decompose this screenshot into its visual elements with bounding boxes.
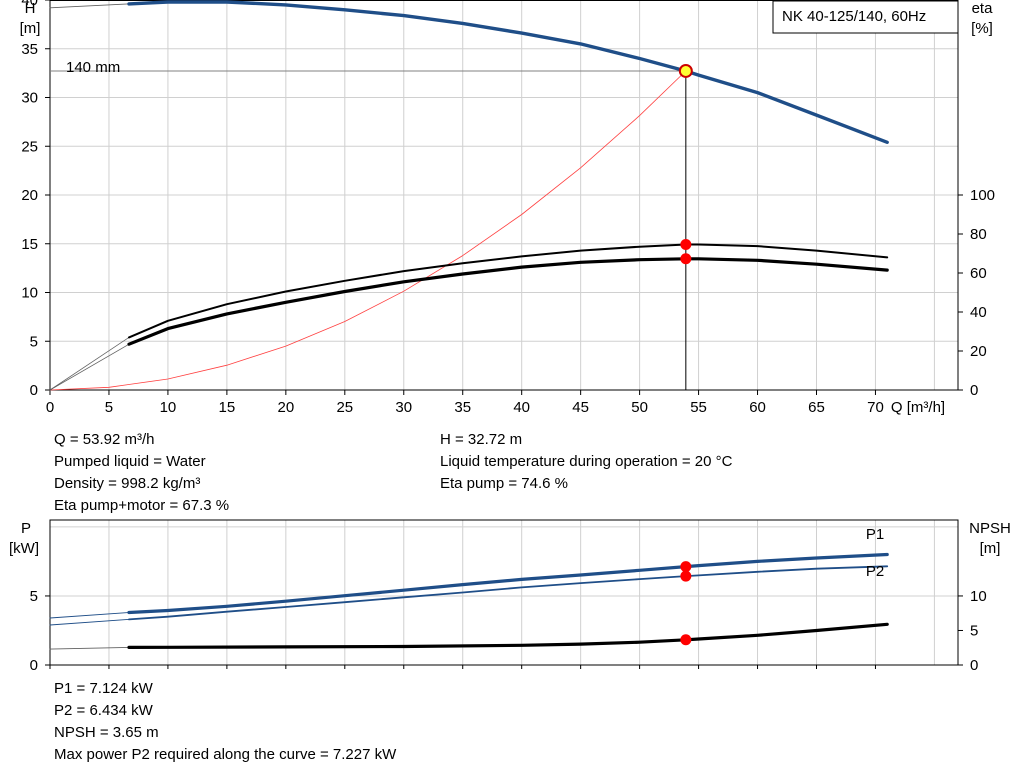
x-tick-label: 35 [454, 399, 471, 416]
x-tick-label: 20 [278, 399, 295, 416]
duty-point [678, 63, 693, 78]
info-main-right: H = 32.72 m Liquid temperature during op… [440, 429, 732, 495]
x-tick-label: 60 [749, 399, 766, 416]
p2-duty-point [680, 570, 692, 582]
head-curve-extension [49, 3, 130, 9]
head-curve [127, 0, 889, 145]
eta-pump-motor-curve-extension [49, 343, 130, 391]
y-tick-label-left: 10 [21, 285, 38, 302]
info-flow: Q = 53.92 m³/h [54, 431, 155, 448]
y-tick-label-right: 100 [970, 187, 995, 204]
y-tick-label-left: 25 [21, 138, 38, 155]
series-label-p1: P1 [866, 526, 884, 543]
npsh-y-tick-label-right: 5 [970, 622, 978, 639]
info-power: P1 = 7.124 kW P2 = 6.434 kW NPSH = 3.65 … [54, 678, 396, 766]
x-tick-label: 40 [513, 399, 530, 416]
x-tick-label: 30 [395, 399, 412, 416]
x-tick-label: 25 [336, 399, 353, 416]
npsh-curve [127, 622, 889, 650]
eta-pump-motor-curve [127, 257, 889, 346]
y-tick-label-left: 5 [30, 333, 38, 350]
y-axis-unit-left: [m] [20, 20, 41, 37]
x-tick-label: 0 [46, 399, 54, 416]
y-tick-label-right: 0 [970, 382, 978, 399]
eta-pump-duty-point [680, 239, 692, 251]
power-y-axis-label: P [21, 520, 31, 537]
x-tick-label: 50 [631, 399, 648, 416]
info-eta-pump: Eta pump = 74.6 % [440, 475, 568, 492]
info-p1: P1 = 7.124 kW [54, 680, 153, 697]
info-max-p2: Max power P2 required along the curve = … [54, 746, 397, 763]
x-tick-label: 10 [160, 399, 177, 416]
npsh-y-axis-unit: [m] [980, 540, 1001, 557]
y-tick-label-left: 15 [21, 236, 38, 253]
impeller-label: 140 mm [66, 59, 120, 76]
y-tick-label-right: 60 [970, 265, 987, 282]
eta-pump-motor-duty-point [680, 253, 692, 265]
power-y-axis-unit: [kW] [9, 540, 39, 557]
npsh-y-tick-label-right: 0 [970, 657, 978, 674]
power-curve-p1 [127, 552, 889, 615]
y-axis-unit-right: [%] [971, 20, 993, 37]
info-eta-pump-motor: Eta pump+motor = 67.3 % [54, 497, 230, 514]
info-npsh: NPSH = 3.65 m [54, 724, 159, 741]
power-plot-frame [49, 519, 959, 666]
chart-title: NK 40-125/140, 60Hz [782, 8, 926, 25]
power-y-tick-label-left: 0 [30, 657, 38, 674]
y-tick-label-left: 40 [21, 0, 38, 9]
x-tick-label: 65 [808, 399, 825, 416]
chart-title-box [772, 0, 959, 34]
eta-pump-curve [128, 243, 889, 339]
power-curve-extension-p1 [49, 612, 130, 619]
x-tick-label: 5 [105, 399, 113, 416]
system-curve [49, 70, 687, 391]
npsh-y-tick-label-right: 10 [970, 588, 987, 605]
info-density: Density = 998.2 kg/m³ [54, 475, 201, 492]
info-p2: P2 = 6.434 kW [54, 702, 153, 719]
info-liquid: Pumped liquid = Water [54, 453, 206, 470]
x-tick-label: 45 [572, 399, 589, 416]
npsh-duty-point [680, 634, 692, 646]
y-tick-label-left: 20 [21, 187, 38, 204]
x-axis-label: Q [m³/h] [891, 399, 945, 416]
power-curve-p2 [128, 565, 889, 621]
eta-pump-curve-extension [49, 336, 130, 391]
y-axis-label-right: eta [972, 0, 994, 17]
x-tick-label: 55 [690, 399, 707, 416]
series-label-p2: P2 [866, 563, 884, 580]
y-tick-label-right: 40 [970, 304, 987, 321]
power-curve-extension-p2 [49, 618, 130, 626]
y-tick-label-right: 20 [970, 343, 987, 360]
y-axis-label-left: H [25, 0, 36, 17]
p1-duty-point [680, 561, 692, 573]
x-tick-label: 15 [219, 399, 236, 416]
npsh-y-axis-label: NPSH [969, 520, 1011, 537]
info-head: H = 32.72 m [440, 431, 523, 448]
power-y-tick-label-left: 5 [30, 588, 38, 605]
y-tick-label-right: 80 [970, 226, 987, 243]
info-main-left: Q = 53.92 m³/h Pumped liquid = Water Den… [54, 429, 229, 517]
y-tick-label-left: 30 [21, 90, 38, 107]
info-temperature: Liquid temperature during operation = 20… [440, 453, 733, 470]
x-tick-label: 70 [867, 399, 884, 416]
npsh-curve-extension [49, 646, 130, 650]
y-tick-label-left: 35 [21, 41, 38, 58]
y-tick-label-left: 0 [30, 382, 38, 399]
